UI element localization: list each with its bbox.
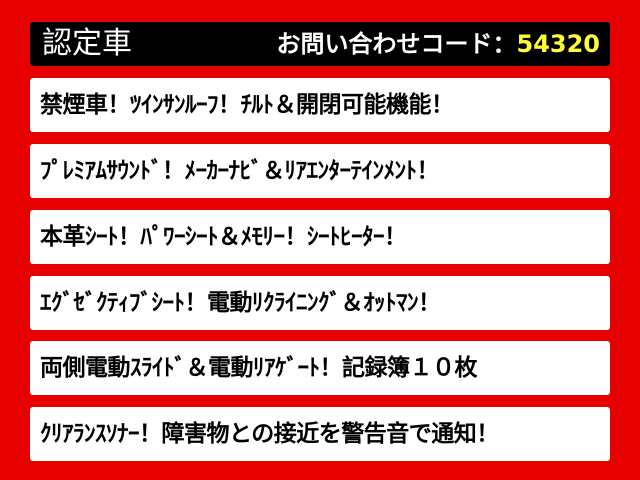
feature-text: ｴｸﾞｾﾞｸﾃｨﾌﾞｼｰﾄ！電動ﾘｸﾗｲﾆﾝｸﾞ＆ｵｯﾄﾏﾝ！: [40, 290, 441, 316]
certified-car-title: 認定車: [42, 26, 132, 61]
inquiry-code: お問い合わせコード：54320: [277, 26, 601, 62]
inquiry-code-number: 54320: [516, 30, 601, 58]
feature-text: 本革ｼｰﾄ！ﾊﾟﾜｰｼｰﾄ＆ﾒﾓﾘｰ！ｼｰﾄﾋｰﾀｰ！: [40, 224, 407, 250]
feature-box: ｸﾘｱﾗﾝｽｿﾅｰ！障害物との接近を警告音で通知！: [30, 407, 610, 461]
feature-text: ﾌﾟﾚﾐｱﾑｻｳﾝﾄﾞ！ﾒｰｶｰﾅﾋﾞ＆ﾘｱｴﾝﾀｰﾃｲﾝﾒﾝﾄ！: [40, 158, 440, 184]
feature-text: 両側電動ｽﾗｲﾄﾞ＆電動ﾘｱｹﾞｰﾄ！記録簿１０枚: [40, 355, 478, 381]
feature-text: ｸﾘｱﾗﾝｽｿﾅｰ！障害物との接近を警告音で通知！: [40, 421, 499, 447]
feature-box: ｴｸﾞｾﾞｸﾃｨﾌﾞｼｰﾄ！電動ﾘｸﾗｲﾆﾝｸﾞ＆ｵｯﾄﾏﾝ！: [30, 276, 610, 330]
inquiry-label: お問い合わせコード：: [276, 30, 517, 58]
header-bar: 認定車 お問い合わせコード：54320: [30, 22, 610, 66]
feature-box: 本革ｼｰﾄ！ﾊﾟﾜｰｼｰﾄ＆ﾒﾓﾘｰ！ｼｰﾄﾋｰﾀｰ！: [30, 210, 610, 264]
feature-box: 禁煙車！ﾂｲﾝｻﾝﾙｰﾌ！ﾁﾙﾄ＆開閉可能機能！: [30, 78, 610, 132]
feature-box: ﾌﾟﾚﾐｱﾑｻｳﾝﾄﾞ！ﾒｰｶｰﾅﾋﾞ＆ﾘｱｴﾝﾀｰﾃｲﾝﾒﾝﾄ！: [30, 144, 610, 198]
feature-text: 禁煙車！ﾂｲﾝｻﾝﾙｰﾌ！ﾁﾙﾄ＆開閉可能機能！: [40, 92, 454, 118]
feature-box: 両側電動ｽﾗｲﾄﾞ＆電動ﾘｱｹﾞｰﾄ！記録簿１０枚: [30, 341, 610, 395]
